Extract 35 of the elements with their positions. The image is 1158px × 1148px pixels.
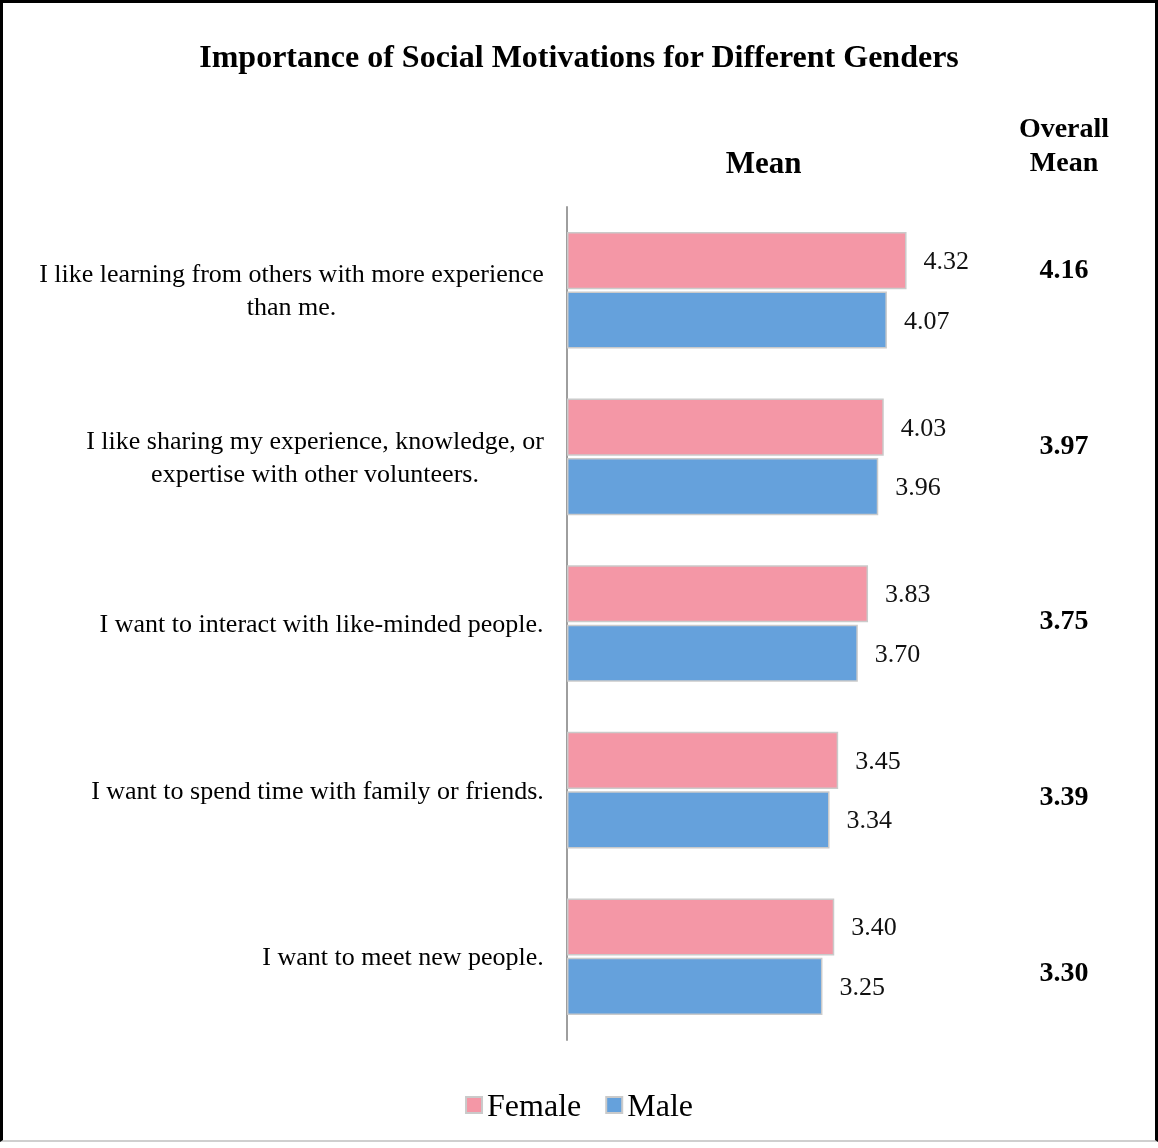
data-label: 3.25 bbox=[839, 971, 885, 1001]
text: 3.39 bbox=[1039, 780, 1089, 813]
text: 3.97 bbox=[1039, 428, 1089, 461]
data-label: 3.45 bbox=[855, 745, 901, 775]
text: 4.16 bbox=[1039, 252, 1089, 285]
text: Overall Mean bbox=[1017, 111, 1111, 179]
y-tick-label: I want to spend time with family or friends. bbox=[91, 775, 544, 805]
data-label: 3.83 bbox=[885, 579, 931, 609]
bar bbox=[567, 624, 858, 682]
data-label: 4.32 bbox=[923, 246, 970, 276]
chart-title: Importance of Social Motivations for Different Genders bbox=[199, 38, 959, 74]
legend-label: Female bbox=[487, 1087, 582, 1123]
text: 3.30 bbox=[1039, 956, 1089, 989]
bar bbox=[567, 731, 839, 789]
data-label: 3.96 bbox=[895, 472, 941, 502]
bar bbox=[567, 291, 887, 349]
data-label: 4.07 bbox=[903, 305, 950, 335]
y-tick-label: I want to meet new people. bbox=[262, 942, 544, 972]
bar bbox=[567, 398, 884, 456]
text: 3.75 bbox=[1039, 604, 1089, 637]
y-tick-label: I want to interact with like-minded people. bbox=[99, 609, 544, 638]
y-tick-label: I like sharing my experience, knowledge, or expertise with other volunteers. bbox=[86, 425, 545, 488]
bar bbox=[567, 565, 869, 623]
legend-label: Male bbox=[627, 1087, 693, 1123]
data-label: 3.70 bbox=[874, 638, 921, 668]
data-label: 3.34 bbox=[846, 805, 893, 835]
text: Mean bbox=[725, 144, 802, 180]
data-label: 4.03 bbox=[900, 412, 947, 442]
bar bbox=[567, 957, 823, 1016]
data-label: 3.40 bbox=[851, 912, 897, 942]
bar bbox=[567, 458, 879, 516]
bar bbox=[567, 791, 830, 849]
bar bbox=[567, 898, 835, 956]
y-tick-label: I like learning from others with more experience than me. bbox=[39, 259, 544, 322]
bar bbox=[567, 231, 907, 290]
